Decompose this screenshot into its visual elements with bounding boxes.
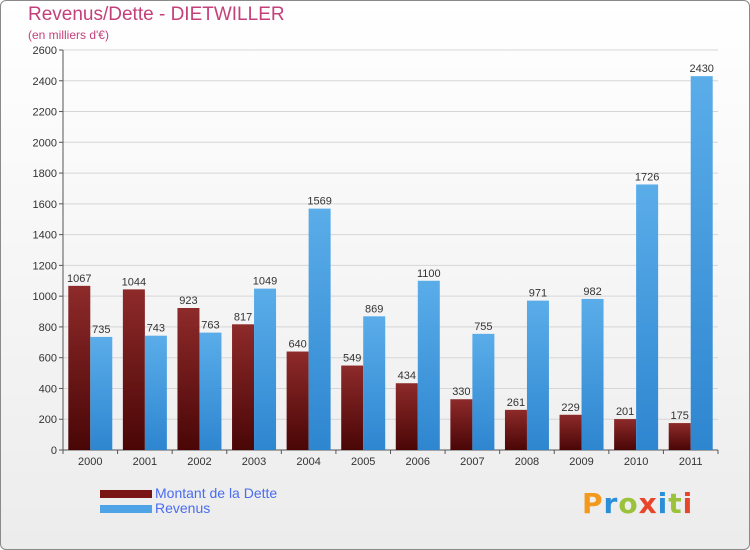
x-tick-label: 2000 [78,456,102,468]
bar-debt-2004 [286,351,309,450]
bar-debt-2000 [68,285,91,450]
legend-swatch-debt [100,490,152,498]
bar-revenue-2000 [90,336,113,450]
label-debt-2004: 640 [288,339,306,351]
bar-revenue-2010 [636,184,659,450]
x-tick-label: 2010 [624,456,648,468]
label-revenue-2001: 743 [147,323,165,335]
y-tick-label: 2200 [33,107,57,119]
bar-debt-2001 [122,289,145,450]
chart-subtitle: (en milliers d'€) [28,28,109,42]
label-debt-2001: 1044 [122,276,146,288]
legend-label-debt: Montant de la Dette [155,485,278,501]
y-tick-label: 1200 [33,260,57,272]
proxiti-logo: Proxiti [582,487,694,520]
label-debt-2011: 175 [671,410,689,422]
y-tick-label: 1000 [33,291,57,303]
axes: 0 200 400 600 800 1000 1200 1400 1600 1800 2000 220… [33,45,719,468]
bar-revenue-2005 [363,316,386,450]
y-tick-label: 800 [39,322,57,334]
label-revenue-2003: 1049 [253,276,277,288]
label-revenue-2008: 971 [529,288,547,300]
label-debt-2008: 261 [507,397,525,409]
label-revenue-2005: 869 [365,303,383,315]
label-debt-2007: 330 [452,386,470,398]
x-tick-label: 2009 [569,456,593,468]
x-tick-label: 2006 [406,456,430,468]
label-debt-2010: 201 [616,406,634,418]
label-revenue-2000: 735 [92,324,110,336]
label-revenue-2004: 1569 [307,196,331,208]
label-debt-2003: 817 [234,311,252,323]
y-tick-label: 2400 [33,76,57,88]
label-revenue-2007: 755 [474,321,492,333]
chart-title: Revenus/Dette - DIETWILLER [28,4,285,25]
legend-swatch-revenue [100,505,152,513]
y-tick-label: 1600 [33,199,57,211]
x-tick-label: 2008 [515,456,539,468]
bar-revenue-2004 [308,208,331,450]
data-labels: 1067 735 1044 743 923 763 817 1049 640 1569 549 869… [67,63,714,422]
bar-revenue-2008 [526,300,549,450]
y-tick-label: 2600 [33,45,57,57]
bar-debt-2002 [177,308,200,450]
x-tick-label: 2011 [679,456,703,468]
bar-revenue-2006 [417,280,440,450]
label-revenue-2006: 1100 [417,268,441,280]
bar-revenue-2003 [254,288,277,450]
x-tick-label: 2003 [242,456,266,468]
y-tick-label: 1800 [33,168,57,180]
label-revenue-2002: 763 [201,320,219,332]
bar-debt-2005 [341,365,364,450]
bars [68,76,713,451]
y-tick-label: 1400 [33,230,57,242]
bar-debt-2006 [395,383,418,450]
x-tick-label: 2007 [460,456,484,468]
bar-debt-2009 [559,414,582,450]
label-debt-2000: 1067 [67,273,91,285]
label-debt-2005: 549 [343,353,361,365]
bar-debt-2011 [668,423,691,450]
bar-revenue-2009 [581,298,604,450]
y-tick-label: 0 [51,445,57,457]
grid-lines [63,49,718,451]
y-tick-label: 400 [39,383,57,395]
x-tick-label: 2004 [296,456,320,468]
bar-debt-2010 [614,419,637,450]
label-revenue-2009: 982 [583,286,601,298]
y-tick-label: 600 [39,353,57,365]
label-debt-2002: 923 [179,295,197,307]
bar-debt-2007 [450,399,473,450]
x-tick-label: 2005 [351,456,375,468]
bar-debt-2003 [232,324,255,450]
legend-label-revenue: Revenus [155,500,211,516]
bar-revenue-2001 [144,335,167,450]
bar-revenue-2002 [199,332,222,450]
y-tick-label: 200 [39,414,57,426]
label-revenue-2011: 2430 [689,63,713,75]
bar-revenue-2007 [472,333,495,450]
bar-debt-2008 [504,409,527,450]
x-tick-label: 2002 [187,456,211,468]
label-debt-2009: 229 [561,402,579,414]
label-revenue-2010: 1726 [635,171,659,183]
label-debt-2006: 434 [398,370,416,382]
bar-revenue-2011 [690,76,713,451]
y-tick-label: 2000 [33,137,57,149]
x-tick-label: 2001 [133,456,157,468]
